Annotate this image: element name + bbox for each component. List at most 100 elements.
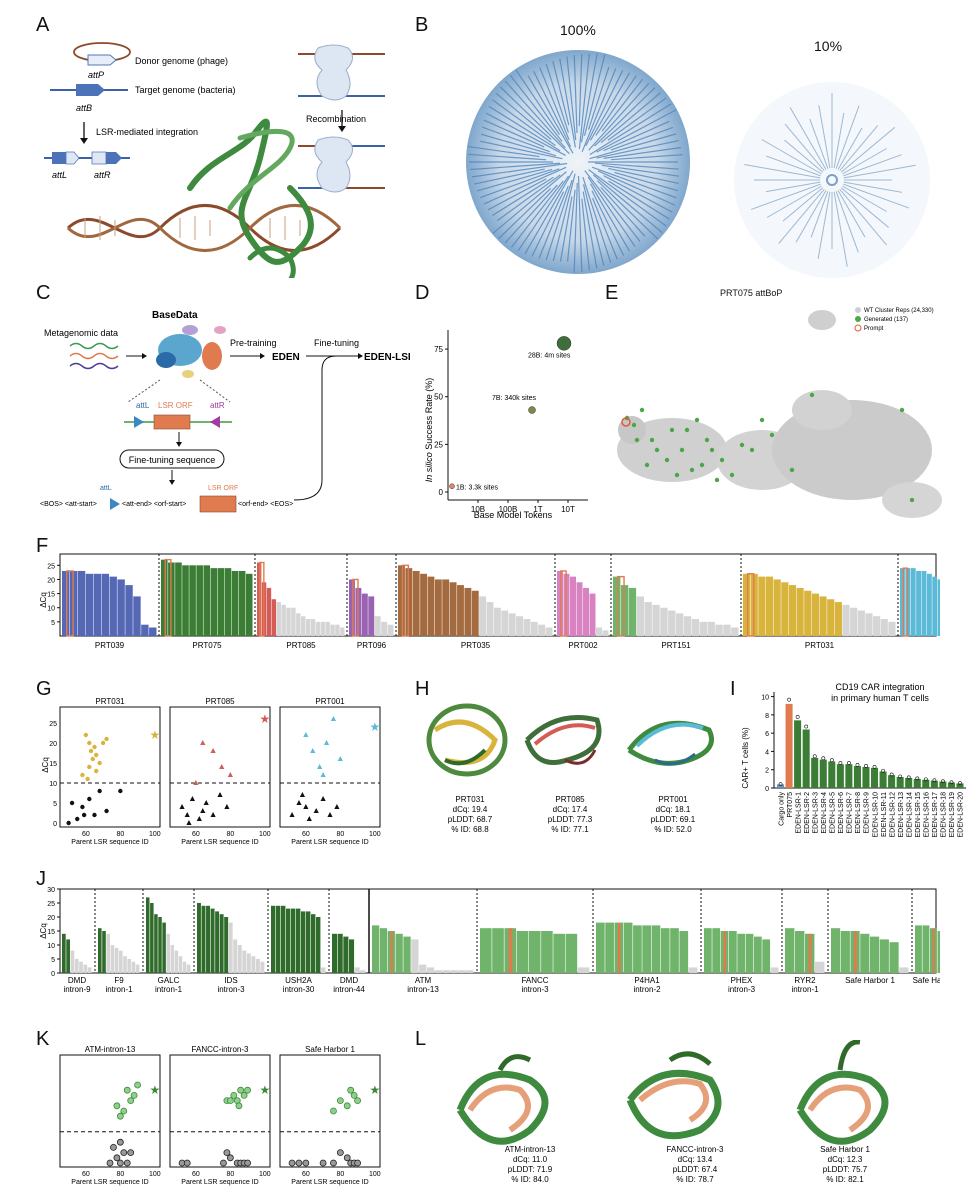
group-label: Safe Harbor 2 <box>913 976 940 985</box>
bar <box>442 579 450 636</box>
bar <box>257 562 262 636</box>
bar <box>480 928 492 973</box>
replicate-dot <box>787 697 792 702</box>
bar <box>862 766 870 788</box>
y-axis-label: CAR+ T cells (%) <box>741 727 750 789</box>
point <box>237 1086 245 1094</box>
bar <box>231 570 239 636</box>
h-name-1: PRT031 <box>455 795 485 804</box>
tokens-middle: <att-end> <orf-start> <box>122 501 186 508</box>
bar <box>464 587 472 636</box>
bar <box>613 576 621 636</box>
bar <box>873 616 881 636</box>
generated-dot <box>759 417 765 423</box>
bar <box>785 703 793 788</box>
panel-label-f: F <box>36 535 49 557</box>
bar <box>930 780 938 788</box>
l-id-3: % ID: 82.1 <box>826 1175 864 1184</box>
bar <box>688 967 698 973</box>
attr-label: attR <box>210 401 225 410</box>
bar <box>206 905 210 973</box>
umap-title: PRT075 attBoP <box>720 288 783 298</box>
point <box>354 1159 361 1167</box>
y-axis-label: ΔCq <box>40 923 48 939</box>
point <box>334 804 340 809</box>
y-tick-label: 2 <box>765 768 769 775</box>
bar <box>910 568 916 636</box>
group-label: F9 <box>114 976 124 985</box>
y-tick-label: 0 <box>765 786 769 793</box>
x-tick-label: EDEN-LSR-17 <box>932 792 939 838</box>
bar <box>101 573 109 636</box>
panel-h-structures: PRT031 dCq: 19.4 pLDDT: 68.7 % ID: 68.8 … <box>426 703 714 834</box>
point <box>288 1159 296 1167</box>
point <box>196 816 202 821</box>
group-label: IDS <box>224 976 237 985</box>
bar <box>773 579 781 636</box>
bar <box>896 777 904 788</box>
bar <box>937 579 940 636</box>
panel-label-a: A <box>36 14 50 36</box>
bar <box>916 570 922 636</box>
bar <box>636 596 644 636</box>
y-tick-label: 10 <box>49 781 57 788</box>
x-tick-label: 100 <box>149 831 161 838</box>
recombination-label: Recombination <box>306 114 366 124</box>
point <box>330 1107 337 1115</box>
bar <box>178 956 183 973</box>
bar <box>215 911 220 973</box>
bar <box>853 766 861 788</box>
point <box>317 764 323 769</box>
point <box>235 1102 243 1110</box>
bar <box>819 759 827 788</box>
x-axis-label: Parent LSR sequence ID <box>71 1179 148 1186</box>
point <box>81 812 87 818</box>
bar <box>834 602 842 636</box>
panel-label-b: B <box>415 14 429 36</box>
parent-bar <box>617 922 621 973</box>
point <box>200 740 206 745</box>
bar <box>836 764 844 788</box>
x-tick-label: 60 <box>82 1171 90 1178</box>
parent-bar <box>932 928 935 973</box>
x-tick-label: 100 <box>369 1171 381 1178</box>
bar <box>516 931 529 973</box>
bar <box>450 970 458 973</box>
bar <box>189 565 196 636</box>
group-sublabel: intron-3 <box>728 985 756 994</box>
point <box>92 744 97 750</box>
tree-100-percent <box>466 50 690 274</box>
bar <box>325 621 330 636</box>
generated-dot <box>769 432 775 438</box>
bar <box>668 610 676 636</box>
l-plddt-1: pLDDT: 71.9 <box>508 1165 553 1174</box>
bar <box>577 967 590 973</box>
bar <box>434 579 442 636</box>
replicate-dot <box>812 754 817 759</box>
bar <box>516 616 523 636</box>
point <box>289 812 295 817</box>
x-axis-label: Parent LSR sequence ID <box>291 1179 368 1186</box>
bar <box>840 931 850 973</box>
structure-safe-harbor <box>796 1040 889 1145</box>
generated-dot <box>699 462 705 468</box>
x-tick-label: EDEN-LSR-9 <box>864 792 871 834</box>
point <box>127 1149 135 1156</box>
bar <box>233 939 238 973</box>
bar <box>368 596 375 636</box>
y-tick-label: 20 <box>49 741 57 748</box>
l-name-2: FANCC-intron-3 <box>667 1145 724 1154</box>
h-id-1: % ID: 68.8 <box>451 825 489 834</box>
bar <box>660 607 668 636</box>
bar <box>170 945 175 973</box>
bar <box>704 928 712 973</box>
bar <box>66 939 70 973</box>
bar <box>449 582 457 636</box>
bar <box>486 602 494 636</box>
point <box>226 1097 234 1104</box>
replicate-dot <box>932 778 937 783</box>
bar <box>729 931 737 973</box>
point <box>343 1102 351 1110</box>
y-axis-label: ΔCq <box>41 757 50 773</box>
parent-bar <box>808 933 812 973</box>
